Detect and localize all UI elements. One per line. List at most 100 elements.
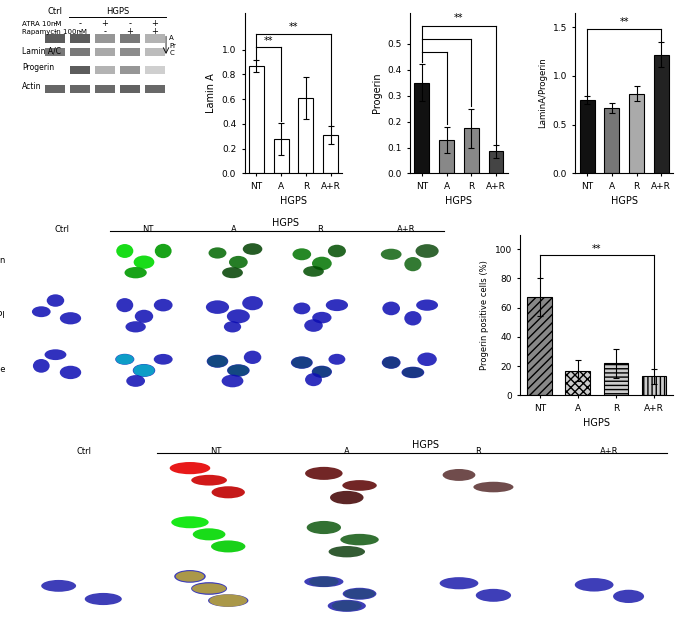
Ellipse shape — [41, 580, 76, 592]
Title: Ctrl: Ctrl — [77, 447, 92, 455]
Text: **: ** — [592, 244, 602, 254]
Ellipse shape — [227, 309, 250, 323]
Text: -: - — [103, 27, 107, 37]
Ellipse shape — [293, 302, 310, 314]
Text: HGPS: HGPS — [411, 440, 439, 450]
Title: A: A — [231, 225, 237, 234]
Ellipse shape — [332, 600, 362, 611]
Ellipse shape — [126, 321, 146, 333]
Bar — [464, 128, 479, 173]
Text: Actin: Actin — [22, 82, 41, 91]
Ellipse shape — [224, 321, 241, 333]
Ellipse shape — [292, 248, 311, 260]
Ellipse shape — [330, 491, 364, 504]
Ellipse shape — [382, 302, 400, 315]
Bar — [605, 108, 619, 173]
Bar — [566, 370, 590, 396]
Ellipse shape — [154, 299, 173, 311]
Ellipse shape — [222, 375, 243, 387]
Bar — [120, 85, 140, 93]
Ellipse shape — [170, 462, 210, 474]
Title: A: A — [344, 447, 350, 455]
Ellipse shape — [473, 482, 513, 492]
Bar — [95, 85, 115, 93]
Ellipse shape — [207, 355, 228, 367]
Ellipse shape — [116, 298, 133, 312]
Bar — [145, 34, 165, 43]
Ellipse shape — [312, 312, 332, 323]
Ellipse shape — [305, 467, 343, 480]
Text: HGPS: HGPS — [272, 218, 299, 228]
Ellipse shape — [242, 296, 263, 310]
Ellipse shape — [292, 357, 312, 369]
Ellipse shape — [304, 576, 343, 587]
Ellipse shape — [229, 256, 248, 268]
Bar — [45, 48, 65, 56]
Bar — [439, 140, 454, 173]
Ellipse shape — [209, 248, 226, 258]
Bar — [414, 83, 429, 173]
Text: Ctrl: Ctrl — [48, 7, 63, 16]
X-axis label: HGPS: HGPS — [583, 418, 611, 428]
Ellipse shape — [307, 521, 341, 534]
Ellipse shape — [311, 365, 332, 378]
Ellipse shape — [304, 319, 323, 332]
Bar — [145, 66, 165, 74]
Ellipse shape — [208, 594, 248, 607]
Bar — [273, 139, 288, 173]
Bar — [249, 66, 264, 173]
Bar — [95, 34, 115, 43]
Ellipse shape — [133, 364, 155, 377]
Y-axis label: LaminA/Progerin: LaminA/Progerin — [538, 58, 547, 129]
Ellipse shape — [291, 357, 313, 369]
Ellipse shape — [401, 367, 424, 378]
Text: **: ** — [264, 36, 273, 46]
Text: +: + — [152, 27, 158, 37]
Text: +: + — [101, 20, 108, 28]
Text: C: C — [169, 50, 174, 56]
Ellipse shape — [328, 354, 345, 365]
Ellipse shape — [171, 516, 209, 528]
Bar — [120, 66, 140, 74]
Ellipse shape — [60, 312, 81, 324]
Ellipse shape — [192, 529, 226, 541]
Title: R: R — [318, 225, 323, 234]
Text: **: ** — [454, 13, 464, 23]
Text: -: - — [53, 20, 56, 28]
Ellipse shape — [305, 373, 322, 386]
Ellipse shape — [85, 593, 122, 605]
Ellipse shape — [154, 354, 173, 365]
Ellipse shape — [340, 534, 379, 546]
Bar — [641, 376, 666, 396]
Ellipse shape — [115, 354, 135, 365]
Ellipse shape — [326, 299, 348, 311]
Text: A: A — [169, 35, 174, 42]
Bar — [145, 48, 165, 56]
Bar — [604, 364, 628, 396]
Bar — [45, 85, 65, 93]
X-axis label: HGPS: HGPS — [611, 197, 638, 207]
Bar — [95, 66, 115, 74]
Ellipse shape — [382, 357, 400, 369]
Ellipse shape — [405, 311, 422, 326]
Text: -: - — [78, 27, 82, 37]
Text: -: - — [78, 20, 82, 28]
Title: R: R — [475, 447, 481, 455]
Ellipse shape — [33, 359, 50, 373]
Ellipse shape — [126, 375, 145, 387]
Bar — [70, 48, 90, 56]
Text: +: + — [126, 27, 133, 37]
Ellipse shape — [328, 546, 365, 558]
Ellipse shape — [60, 366, 81, 379]
Y-axis label: Progerin positive cells (%): Progerin positive cells (%) — [480, 260, 490, 370]
Bar — [323, 135, 338, 173]
Ellipse shape — [191, 582, 227, 595]
Ellipse shape — [228, 365, 249, 376]
Ellipse shape — [402, 367, 424, 378]
Ellipse shape — [381, 357, 401, 369]
Text: Pr: Pr — [169, 43, 176, 49]
Bar — [299, 98, 313, 173]
Ellipse shape — [191, 475, 227, 486]
Ellipse shape — [155, 244, 171, 258]
Ellipse shape — [32, 306, 50, 317]
